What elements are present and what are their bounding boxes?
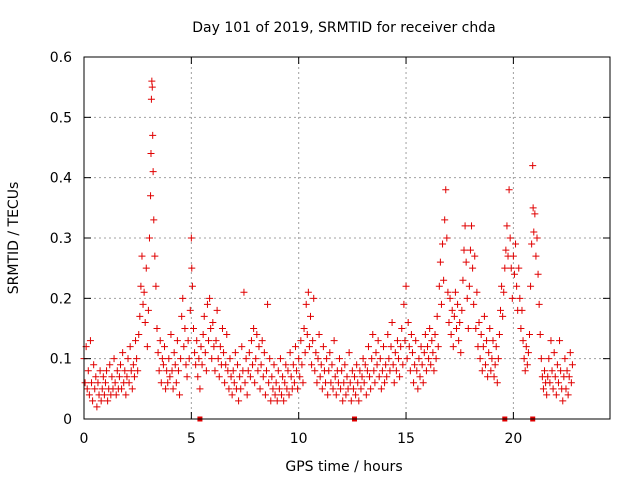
x-axis-label: GPS time / hours xyxy=(285,459,402,475)
y-tick-label: 0 xyxy=(63,412,72,428)
y-tick-label: 0.2 xyxy=(50,291,72,307)
chart-container: 0 0.1 0.2 0.3 0.4 0.5 0.6 0 5 10 15 20 Day 101 of 2… xyxy=(0,0,640,480)
y-tick-label: 0.4 xyxy=(50,171,72,187)
srmtid-scatter-chart: 0 0.1 0.2 0.3 0.4 0.5 0.6 0 5 10 15 20 Day 101 of 2… xyxy=(0,0,640,480)
x-tick-label: 0 xyxy=(80,431,89,447)
y-tick-label: 0.6 xyxy=(50,50,72,66)
x-tick-label: 5 xyxy=(187,431,196,447)
x-tick-label: 15 xyxy=(397,431,415,447)
chart-title: Day 101 of 2019, SRMTID for receiver chd… xyxy=(192,20,495,36)
x-tick-label: 10 xyxy=(290,431,308,447)
y-tick-label: 0.1 xyxy=(50,352,72,368)
chart-background xyxy=(0,0,640,480)
y-tick-label: 0.3 xyxy=(50,231,72,247)
x-tick-label: 20 xyxy=(504,431,522,447)
y-axis-label: SRMTID / TECUs xyxy=(6,182,22,295)
y-tick-label: 0.5 xyxy=(50,110,72,126)
